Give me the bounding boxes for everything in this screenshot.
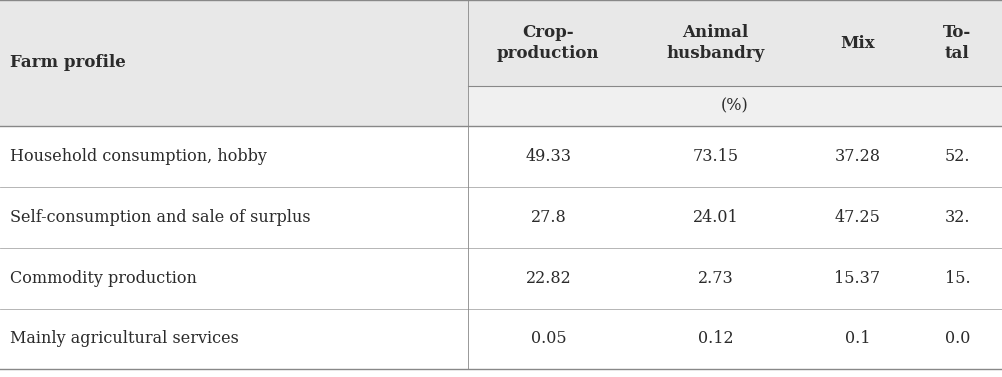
Text: Crop-: Crop- — [522, 24, 574, 41]
Text: production: production — [497, 45, 599, 62]
Bar — [468, 86, 1002, 126]
Text: 22.82: 22.82 — [525, 270, 571, 287]
Text: 37.28: 37.28 — [835, 148, 881, 165]
Text: 52.: 52. — [945, 148, 970, 165]
Text: 0.05: 0.05 — [530, 331, 566, 348]
Text: 49.33: 49.33 — [525, 148, 571, 165]
Text: husbandry: husbandry — [666, 45, 765, 62]
Text: Mix: Mix — [840, 35, 875, 52]
Text: 2.73: 2.73 — [697, 270, 733, 287]
Text: Commodity production: Commodity production — [10, 270, 197, 287]
Bar — [0, 248, 1002, 308]
Text: 0.1: 0.1 — [845, 331, 870, 348]
Text: Animal: Animal — [682, 24, 748, 41]
Bar — [0, 126, 1002, 187]
Text: 0.12: 0.12 — [697, 331, 733, 348]
Text: Self-consumption and sale of surplus: Self-consumption and sale of surplus — [10, 208, 311, 226]
Text: 15.37: 15.37 — [835, 270, 881, 287]
Bar — [0, 0, 1002, 86]
Text: (%): (%) — [720, 98, 748, 115]
Text: 32.: 32. — [945, 208, 970, 226]
Text: 27.8: 27.8 — [530, 208, 566, 226]
Text: Farm profile: Farm profile — [10, 54, 126, 71]
Text: 47.25: 47.25 — [835, 208, 880, 226]
Text: 15.: 15. — [945, 270, 970, 287]
Text: 73.15: 73.15 — [692, 148, 738, 165]
Text: To-: To- — [943, 24, 972, 41]
Text: Household consumption, hobby: Household consumption, hobby — [10, 148, 267, 165]
Text: 0.0: 0.0 — [945, 331, 970, 348]
Text: 24.01: 24.01 — [692, 208, 738, 226]
Bar — [0, 308, 1002, 369]
Bar — [0, 86, 468, 126]
Text: tal: tal — [945, 45, 970, 62]
Bar — [0, 187, 1002, 248]
Text: Mainly agricultural services: Mainly agricultural services — [10, 331, 238, 348]
